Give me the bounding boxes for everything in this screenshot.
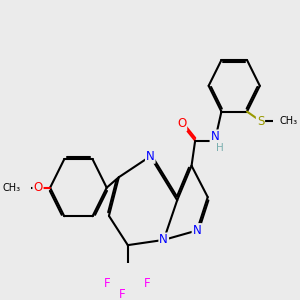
Text: N: N (193, 224, 201, 237)
Text: N: N (146, 150, 154, 163)
Text: N: N (211, 130, 219, 143)
Text: F: F (104, 277, 110, 290)
Text: S: S (257, 115, 264, 128)
Text: O: O (33, 181, 43, 194)
Text: H: H (216, 142, 224, 153)
Text: N: N (159, 233, 168, 246)
Text: O: O (177, 118, 186, 130)
Text: F: F (144, 277, 151, 290)
Text: CH₃: CH₃ (279, 116, 298, 126)
Text: F: F (119, 288, 126, 300)
Text: CH₃: CH₃ (2, 183, 20, 193)
